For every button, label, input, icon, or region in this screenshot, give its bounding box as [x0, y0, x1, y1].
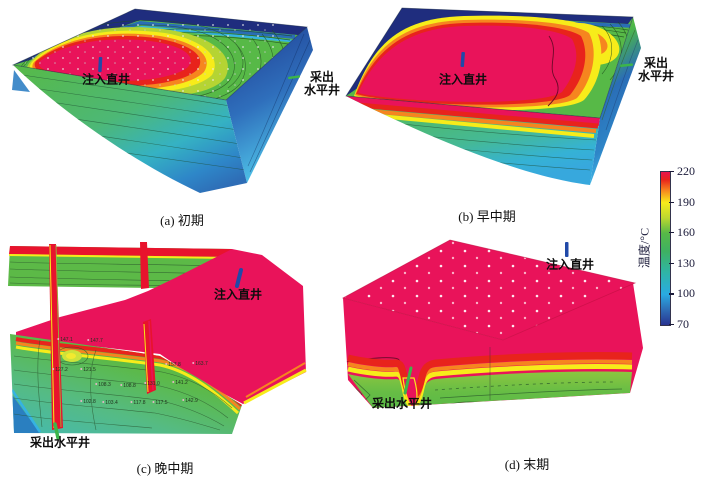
colorbar-gradient: [660, 171, 671, 326]
temp-point-label: 127.2: [52, 367, 68, 373]
block-right-face: [590, 17, 641, 185]
panel-c-caption: (c) 晚中期: [136, 461, 194, 476]
injector-well-label: 注入直井: [81, 72, 131, 87]
block-right-face: [226, 27, 313, 183]
injector-well-label: 注入直井: [545, 257, 595, 272]
panel-b-caption: (b) 早中期: [458, 209, 516, 224]
panel-c-plot: [8, 242, 307, 440]
temp-point-label: 102.8: [80, 399, 96, 405]
injector-well-marker: [98, 56, 103, 73]
producer-well-marker: [53, 422, 60, 440]
colorbar-tick: [669, 201, 674, 203]
producer-label-line1: 采出: [643, 56, 669, 70]
producer-well-marker: [620, 63, 634, 68]
temp-point-label: 117.8: [130, 400, 145, 406]
producer-well-marker: [403, 366, 413, 395]
colorbar-title: 温度/°C: [637, 227, 652, 269]
temp-point-label: 121.5: [80, 367, 96, 373]
steam-chamber-roof: [16, 249, 306, 404]
colorbar-tick-label: 100: [677, 286, 695, 301]
producer-label-line2: 水平井: [303, 83, 341, 97]
steam-chamber-region: [358, 25, 577, 102]
colorbar-tick-label: 160: [677, 225, 695, 240]
injector-well-marker: [460, 51, 465, 68]
producer-well-label: 采出 水平井: [304, 71, 340, 97]
block-front-face: [343, 283, 643, 408]
temp-point-label: 103.4: [102, 400, 118, 406]
producer-well-marker: [288, 75, 301, 80]
temp-point-label: 141.2: [172, 380, 188, 386]
panel-b: 注入直井 采出 水平井 (b) 早中期: [344, 0, 718, 232]
temp-point-label: 108.3: [95, 382, 111, 388]
producer-well-label: 采出水平井: [371, 396, 433, 411]
temp-point-label: 147.7: [87, 338, 103, 344]
injector-well-marker: [235, 268, 243, 288]
inner-contour: [547, 35, 559, 107]
block-front-face: [12, 65, 247, 193]
colorbar-tick-label: 70: [677, 317, 689, 331]
injector-well-label: 注入直井: [213, 287, 263, 302]
panel-d: 注入直井 采出水平井 (d) 末期: [340, 232, 718, 479]
producer-label-line1: 采出: [309, 70, 335, 84]
temp-point-label: 163.7: [192, 361, 208, 367]
panel-a-plot: [11, 8, 313, 193]
panel-b-plot: [345, 7, 641, 185]
temp-point-label: 131.0: [144, 381, 160, 387]
panel-d-caption: (d) 末期: [504, 457, 550, 472]
west-corner-cold-wedge: [12, 70, 30, 92]
colorbar-tick-label: 130: [677, 255, 695, 270]
temp-point-label: 142.9: [182, 398, 198, 404]
colorbar-tick-label: 220: [677, 164, 695, 178]
colorbar-tick: [669, 171, 674, 173]
temp-point-label: 108.8: [120, 383, 136, 389]
panel-a-caption: (a) 初期: [160, 213, 204, 228]
temp-point-label: 157.8: [165, 362, 181, 368]
rear-fin: [140, 242, 149, 289]
panel-c: 147.1 147.7 127.2 121.5 108.3 108.8 102.…: [0, 232, 340, 479]
injector-well-label: 注入直井: [438, 72, 488, 87]
producer-well-label: 采出水平井: [29, 435, 91, 450]
injector-well-marker: [565, 242, 569, 257]
panel-a: 注入直井 采出 水平井 (a) 初期: [0, 0, 344, 232]
panel-d-plot: [341, 239, 643, 408]
colorbar-tick-label: 190: [677, 194, 695, 209]
temperature-colorbar: 温度/°C 220 190 160 130 100 70: [630, 160, 718, 350]
colorbar-tick: [669, 324, 674, 326]
block-top-face: [346, 8, 633, 118]
producer-label-line2: 水平井: [637, 69, 675, 83]
colorbar-tick: [669, 293, 674, 295]
roof-edge-orange: [245, 362, 306, 398]
temp-point-label: 147.1: [57, 337, 73, 343]
colorbar-tick: [669, 262, 674, 264]
colorbar-tick: [669, 232, 674, 234]
temp-point-label: 117.5: [152, 400, 167, 406]
producer-well-label: 采出 水平井: [638, 57, 674, 83]
left-fin: [49, 244, 63, 430]
roof-edge-yellow: [243, 368, 307, 405]
